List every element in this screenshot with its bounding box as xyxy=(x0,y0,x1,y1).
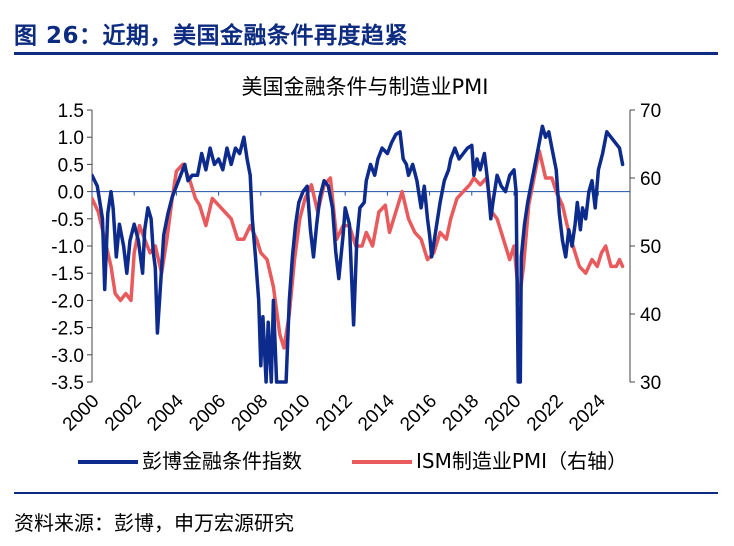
x-tick-label: 2000 xyxy=(59,391,104,436)
y-right-tick-label: 40 xyxy=(640,305,661,326)
y-right-tick-label: 70 xyxy=(640,101,661,122)
x-tick-label: 2006 xyxy=(185,391,230,436)
x-tick-label: 2018 xyxy=(439,391,484,436)
y-left-tick-label: -1.5 xyxy=(51,264,84,285)
legend-label: 彭博金融条件指数 xyxy=(142,449,302,473)
y-left-tick-label: 0.0 xyxy=(58,183,84,204)
x-tick-label: 2014 xyxy=(354,390,399,435)
source-note: 资料来源：彭博，申万宏源研究 xyxy=(14,511,294,535)
y-left-tick-label: -3.0 xyxy=(51,346,84,367)
x-tick-label: 2024 xyxy=(565,390,610,435)
plot-area: 1.5 1.0 0.5 0.0 -0.5 -1.0 -1.5 -2.0 -2.5 -3.0 -3.5… xyxy=(51,101,661,435)
y-left-tick-label: -2.0 xyxy=(51,291,84,312)
series-bloomberg-fci-line xyxy=(92,124,625,384)
chart: 美国金融条件与制造业PMI 1.5 1.0 0.5 0.0 -0.5 -1.0 -1.5 -2… xyxy=(51,75,661,473)
y-left-tick-label: -0.5 xyxy=(51,210,84,231)
series-ism-pmi-line xyxy=(92,149,625,350)
source-rule xyxy=(14,492,718,494)
x-tick-label: 2020 xyxy=(481,391,526,436)
legend-label: ISM制造业PMI（右轴） xyxy=(416,449,627,473)
y-right-tick-label: 50 xyxy=(640,237,661,258)
y-right-tick-label: 30 xyxy=(640,373,661,394)
y-right-tick-label: 60 xyxy=(640,169,661,190)
title-rule xyxy=(14,52,718,55)
x-tick-label: 2008 xyxy=(228,391,273,436)
y-left-tick-label: -2.5 xyxy=(51,319,84,340)
x-tick-label: 2002 xyxy=(101,391,146,436)
legend: 彭博金融条件指数 ISM制造业PMI（右轴） xyxy=(78,449,627,473)
x-tick-label: 2004 xyxy=(143,390,188,435)
x-tick-label: 2022 xyxy=(523,391,568,436)
x-tick-label: 2010 xyxy=(270,391,315,436)
y-left-tick-label: -1.0 xyxy=(51,237,84,258)
x-tick-label: 2016 xyxy=(396,391,441,436)
y-left-tick-label: 1.0 xyxy=(58,128,84,149)
y-left-tick-label: 0.5 xyxy=(58,155,84,176)
y-left-tick-label: -3.5 xyxy=(51,373,84,394)
chart-title: 美国金融条件与制造业PMI xyxy=(242,75,489,99)
y-left-tick-label: 1.5 xyxy=(58,101,84,122)
x-tick-label: 2012 xyxy=(312,391,357,436)
figure-title: 图 26：近期，美国金融条件再度趋紧 xyxy=(14,23,409,49)
